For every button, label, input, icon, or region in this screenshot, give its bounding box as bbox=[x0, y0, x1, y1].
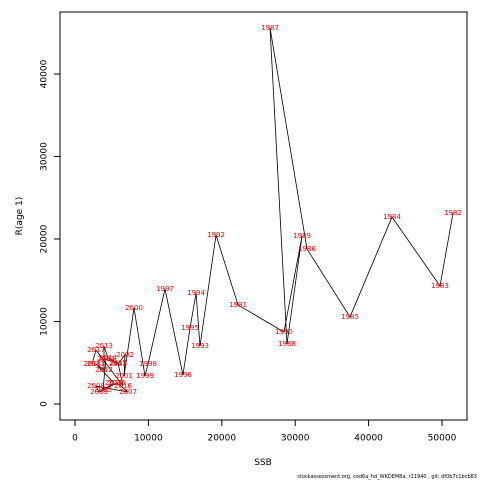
point-label: 2005 bbox=[94, 386, 112, 394]
point-label: 1998 bbox=[139, 360, 157, 368]
y-tick-label: 0 bbox=[40, 401, 50, 407]
point-label: 2018 bbox=[83, 360, 101, 368]
point-label: 2002 bbox=[116, 351, 134, 359]
point-label: 1997 bbox=[156, 285, 174, 293]
point-label: 2011 bbox=[87, 360, 105, 368]
point-label: 1999 bbox=[136, 372, 154, 380]
point-label: 2008 bbox=[87, 382, 105, 390]
x-tick-label: 20000 bbox=[207, 434, 236, 444]
point-label: 2016 bbox=[114, 382, 132, 390]
x-tick-label: 0 bbox=[72, 434, 78, 444]
footnote: stockassessment.org, cod6a_hd_WKDEM8a, r… bbox=[297, 474, 477, 480]
y-tick-label: 20000 bbox=[40, 224, 50, 253]
plot-frame bbox=[59, 11, 468, 421]
point-label: 2004 bbox=[97, 355, 115, 363]
point-label: 1985 bbox=[341, 313, 359, 321]
sr-line bbox=[91, 27, 454, 393]
point-label: 1990 bbox=[275, 328, 293, 336]
point-label: 2013 bbox=[95, 342, 113, 350]
point-label: 2001 bbox=[115, 372, 133, 380]
x-tick-label: 40000 bbox=[354, 434, 383, 444]
point-label: 1988 bbox=[278, 340, 296, 348]
x-tick-label: 10000 bbox=[134, 434, 163, 444]
point-label: 2003 bbox=[109, 360, 127, 368]
point-label: 2015 bbox=[109, 359, 127, 367]
point-label: 1996 bbox=[174, 371, 192, 379]
point-label: 2012 bbox=[95, 366, 113, 374]
x-axis-label: SSB bbox=[254, 458, 272, 468]
x-tick-label: 30000 bbox=[281, 434, 310, 444]
point-label: 1995 bbox=[181, 324, 199, 332]
y-tick-label: 10000 bbox=[40, 307, 50, 336]
point-label: 1994 bbox=[187, 289, 205, 297]
point-label: 1987 bbox=[261, 24, 279, 32]
point-label: 1984 bbox=[383, 213, 401, 221]
point-label: 1986 bbox=[298, 245, 316, 253]
y-tick-label: 40000 bbox=[40, 59, 50, 88]
point-label: 2014 bbox=[99, 354, 117, 362]
point-label: 1982 bbox=[444, 209, 462, 217]
point-label: 2010 bbox=[105, 379, 123, 387]
point-label: 1992 bbox=[207, 231, 225, 239]
point-label: 1983 bbox=[431, 282, 449, 290]
point-label: 2007 bbox=[119, 388, 137, 396]
point-label: 1991 bbox=[229, 301, 247, 309]
point-label: 2017 bbox=[87, 346, 105, 354]
y-axis-label: R(age 1) bbox=[15, 197, 25, 236]
point-label: 2009 bbox=[90, 388, 108, 396]
point-label: 1989 bbox=[293, 232, 311, 240]
point-label: 2000 bbox=[125, 304, 143, 312]
x-tick-label: 50000 bbox=[428, 434, 457, 444]
point-label: 1993 bbox=[191, 342, 209, 350]
y-tick-label: 30000 bbox=[40, 142, 50, 171]
point-label: 2006 bbox=[108, 379, 126, 387]
